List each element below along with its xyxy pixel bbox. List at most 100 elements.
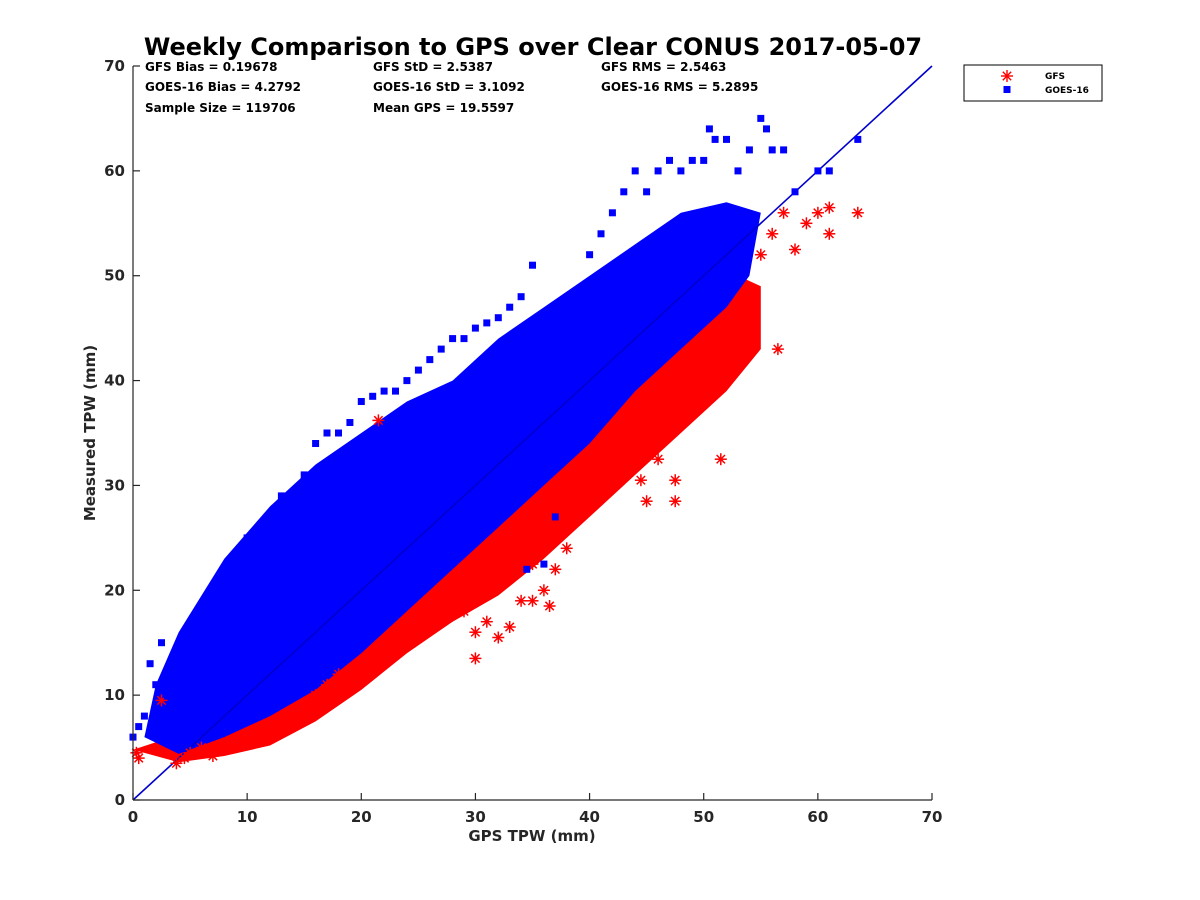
y-tick-label: 70 — [104, 57, 125, 75]
gfs-point — [343, 670, 356, 683]
goes16-point — [198, 607, 205, 615]
stat-gfs-bias: GFS Bias = 0.19678 — [145, 60, 277, 74]
stat-gfs-rms: GFS RMS = 2.5463 — [601, 60, 726, 74]
gfs-point — [503, 621, 516, 633]
gfs-point — [423, 605, 436, 618]
goes16-point — [517, 293, 525, 301]
gfs-point — [823, 201, 836, 214]
goes16-point — [255, 523, 263, 531]
goes16-point — [243, 534, 251, 542]
goes16-point — [700, 156, 708, 164]
goes16-point — [209, 586, 217, 594]
goes16-point — [854, 135, 862, 143]
x-tick-label: 30 — [465, 808, 486, 826]
goes16-point — [711, 135, 719, 143]
goes16-point — [140, 712, 148, 720]
gfs-point — [754, 248, 767, 261]
goes16-point — [780, 146, 788, 154]
gfs-point — [515, 594, 528, 607]
gfs-point — [321, 678, 333, 691]
goes16-point — [763, 125, 770, 133]
gfs-point — [697, 374, 710, 387]
goes16-point — [705, 125, 713, 133]
legend-gfs-label: GFS — [1045, 72, 1065, 82]
goes16-point — [757, 114, 765, 122]
goes16-point — [152, 681, 160, 689]
y-tick-label: 60 — [104, 162, 125, 180]
goes16-point — [723, 135, 730, 143]
goes16-point — [597, 230, 605, 238]
legend-goes16-label: GOES-16 — [1045, 86, 1089, 96]
gfs-point — [663, 427, 676, 439]
gfs-point — [714, 453, 727, 466]
gfs-point — [275, 715, 288, 728]
legend-gfs-asterisk-icon — [1001, 70, 1013, 82]
gfs-point — [469, 626, 482, 639]
goes16-point — [277, 492, 285, 500]
gfs-point — [629, 448, 642, 460]
goes16-point — [346, 419, 354, 426]
goes16-point — [529, 261, 536, 269]
y-tick-label: 40 — [104, 372, 125, 390]
goes16-point — [369, 392, 377, 400]
gfs-point — [155, 694, 168, 707]
goes16-point — [357, 398, 365, 405]
goes16-point — [483, 319, 491, 327]
legend: GFS GOES-16 — [963, 64, 1103, 102]
y-tick-label: 0 — [115, 791, 125, 809]
gfs-point — [811, 206, 824, 219]
x-axis-label: GPS TPW (mm) — [468, 827, 595, 845]
axes: 0 10 20 30 40 50 60 70 0 10 20 30 40 50 60 70 — [104, 57, 942, 826]
gfs-point — [355, 657, 368, 670]
stats-block: GFS Bias = 0.19678 GFS StD = 2.5387 GFS … — [145, 60, 758, 115]
gfs-point — [132, 752, 145, 765]
gfs-point — [537, 584, 550, 597]
gfs-point — [480, 615, 493, 628]
goes16-point — [586, 251, 594, 259]
gfs-point — [549, 563, 562, 576]
gfs-point — [720, 353, 733, 366]
stat-goes16-std: GOES-16 StD = 3.1092 — [373, 80, 525, 94]
goes16-point — [335, 429, 342, 437]
gfs-point — [640, 495, 653, 508]
y-axis-label: Measured TPW (mm) — [81, 345, 99, 521]
gfs-point — [560, 542, 573, 555]
stat-goes16-rms: GOES-16 RMS = 5.2895 — [601, 80, 758, 94]
gfs-point — [170, 757, 183, 770]
point-cloud — [133, 202, 761, 763]
goes16-point — [186, 649, 194, 657]
x-tick-label: 50 — [693, 808, 714, 826]
goes16-point — [540, 560, 548, 568]
y-tick-label: 30 — [104, 476, 125, 494]
legend-goes16-square-icon — [1003, 86, 1011, 93]
goes16-point — [471, 324, 479, 332]
gfs-point — [372, 414, 385, 427]
goes16-point — [791, 188, 799, 196]
one-to-one-reference-line — [132, 65, 933, 801]
scatter-points — [129, 114, 864, 770]
gfs-point — [218, 741, 231, 754]
goes16-point — [677, 167, 685, 175]
goes16-point — [426, 356, 434, 364]
goes16-point — [523, 565, 531, 573]
gfs-point — [446, 584, 459, 597]
gfs-point — [669, 495, 682, 508]
gfs-point — [378, 642, 391, 654]
goes16-point-cloud — [144, 202, 761, 754]
gfs-point — [823, 227, 836, 240]
goes16-point — [414, 366, 422, 374]
gfs-point — [606, 437, 619, 450]
y-tick-label: 20 — [104, 581, 125, 599]
gfs-point — [543, 600, 556, 612]
gfs-point — [771, 343, 784, 356]
goes16-point — [563, 345, 571, 353]
x-tick-label: 0 — [128, 808, 138, 826]
x-tick-label: 60 — [807, 808, 828, 826]
y-tick-label: 10 — [104, 686, 125, 704]
gfs-point — [595, 458, 607, 471]
gfs-point — [332, 668, 345, 681]
gfs-point — [526, 594, 539, 607]
gfs-point — [652, 453, 665, 466]
goes16-point — [643, 188, 651, 196]
gfs-point — [458, 605, 470, 618]
